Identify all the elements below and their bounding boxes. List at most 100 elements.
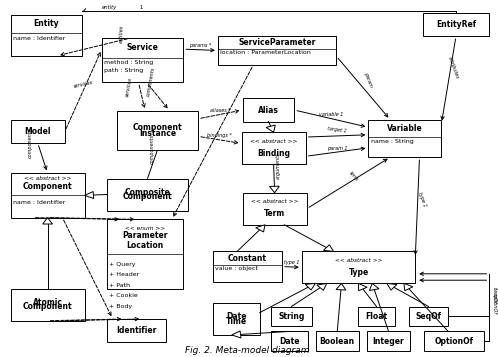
Text: Alias: Alias	[258, 106, 279, 115]
Text: Entity: Entity	[33, 19, 59, 29]
Text: attributes: attributes	[447, 56, 460, 80]
Polygon shape	[266, 125, 275, 132]
Polygon shape	[387, 283, 397, 290]
Bar	[213, 251, 282, 282]
Bar	[316, 331, 359, 351]
Text: + Cookie: + Cookie	[109, 293, 138, 298]
Bar	[10, 120, 65, 143]
Bar	[243, 193, 307, 225]
Text: Integer: Integer	[373, 337, 404, 346]
Text: name : Identifier: name : Identifier	[13, 200, 65, 205]
Bar	[10, 289, 85, 321]
Text: Identifier: Identifier	[116, 326, 156, 335]
Text: Date: Date	[279, 337, 300, 346]
Text: location : ParameterLocation: location : ParameterLocation	[220, 50, 311, 55]
Text: Variable: Variable	[387, 124, 423, 132]
Text: Type: Type	[349, 268, 369, 277]
Bar	[10, 173, 85, 218]
Text: itemOf: itemOf	[492, 287, 497, 303]
Text: Boolean: Boolean	[320, 337, 355, 346]
Text: + Header: + Header	[109, 272, 139, 277]
Text: services: services	[73, 80, 94, 89]
Text: + Body: + Body	[109, 303, 132, 308]
Polygon shape	[43, 218, 52, 224]
Bar	[367, 331, 410, 351]
Text: components: components	[28, 128, 33, 158]
Bar	[271, 331, 308, 351]
Text: arguments: arguments	[276, 152, 281, 178]
Text: << abstract >>: << abstract >>	[24, 176, 71, 181]
Text: Composite: Composite	[124, 188, 170, 197]
Text: + Query: + Query	[109, 262, 136, 267]
Polygon shape	[305, 283, 315, 290]
Text: EntityRef: EntityRef	[436, 20, 476, 29]
Text: name : Identifier: name : Identifier	[13, 36, 65, 41]
Text: Component: Component	[123, 192, 172, 201]
Text: << abstract >>: << abstract >>	[251, 199, 298, 204]
Polygon shape	[317, 283, 327, 290]
Text: String: String	[278, 312, 305, 321]
Text: aliases *: aliases *	[210, 107, 231, 112]
Polygon shape	[232, 331, 241, 338]
Polygon shape	[359, 283, 367, 291]
Text: bindings *: bindings *	[207, 133, 232, 138]
Bar	[243, 99, 294, 122]
Bar	[107, 220, 183, 289]
Polygon shape	[404, 283, 413, 291]
Polygon shape	[370, 283, 379, 291]
Text: Fig. 2. Meta-model diagram: Fig. 2. Meta-model diagram	[185, 346, 310, 355]
Text: type 1: type 1	[284, 260, 300, 265]
Text: Component: Component	[23, 182, 72, 191]
Text: params *: params *	[189, 43, 212, 48]
Text: method : String: method : String	[105, 60, 153, 65]
Text: entities: entities	[119, 25, 124, 43]
Text: entity: entity	[102, 5, 117, 10]
Polygon shape	[256, 225, 265, 232]
Bar	[213, 303, 260, 335]
Text: Model: Model	[24, 127, 51, 136]
Text: param: param	[363, 71, 374, 88]
Text: Binding: Binding	[257, 149, 290, 157]
Text: ServiceParameter: ServiceParameter	[239, 38, 316, 47]
Bar	[102, 38, 183, 82]
Polygon shape	[85, 191, 94, 198]
Bar	[242, 132, 306, 164]
Text: components: components	[145, 66, 156, 97]
Text: OptionOf: OptionOf	[435, 337, 474, 346]
Bar	[218, 36, 336, 65]
Text: Constant: Constant	[228, 253, 267, 262]
Text: components: components	[150, 134, 155, 164]
Text: name : String: name : String	[371, 139, 414, 144]
Text: variable 1: variable 1	[319, 112, 344, 117]
Text: Term: Term	[264, 209, 285, 218]
Text: Instance: Instance	[139, 129, 176, 138]
Text: Float: Float	[366, 312, 387, 321]
Text: Component: Component	[132, 123, 182, 132]
Text: type 1: type 1	[417, 191, 427, 207]
Bar	[409, 307, 448, 326]
Bar	[424, 331, 485, 351]
Text: << abstract >>: << abstract >>	[335, 258, 382, 263]
Text: param 1: param 1	[327, 146, 347, 151]
Polygon shape	[336, 283, 346, 290]
Bar	[423, 13, 490, 36]
Bar	[117, 111, 198, 150]
Text: term: term	[348, 171, 359, 183]
Text: Date: Date	[226, 312, 247, 321]
Text: Parameter: Parameter	[123, 231, 168, 240]
Text: Atomic: Atomic	[32, 298, 63, 307]
Text: 1: 1	[139, 5, 143, 10]
Text: + Path: + Path	[109, 283, 130, 288]
Text: optionOf: optionOf	[492, 293, 497, 314]
Bar	[358, 307, 395, 326]
Text: Time: Time	[226, 317, 247, 326]
Text: target 1: target 1	[327, 126, 347, 134]
Text: value : object: value : object	[215, 266, 258, 271]
Bar	[369, 120, 441, 157]
Text: path : String: path : String	[105, 67, 143, 72]
Text: << enum >>: << enum >>	[125, 226, 165, 231]
Bar	[10, 15, 82, 56]
Text: Service: Service	[126, 43, 158, 52]
Bar	[107, 319, 166, 342]
Bar	[302, 251, 415, 283]
